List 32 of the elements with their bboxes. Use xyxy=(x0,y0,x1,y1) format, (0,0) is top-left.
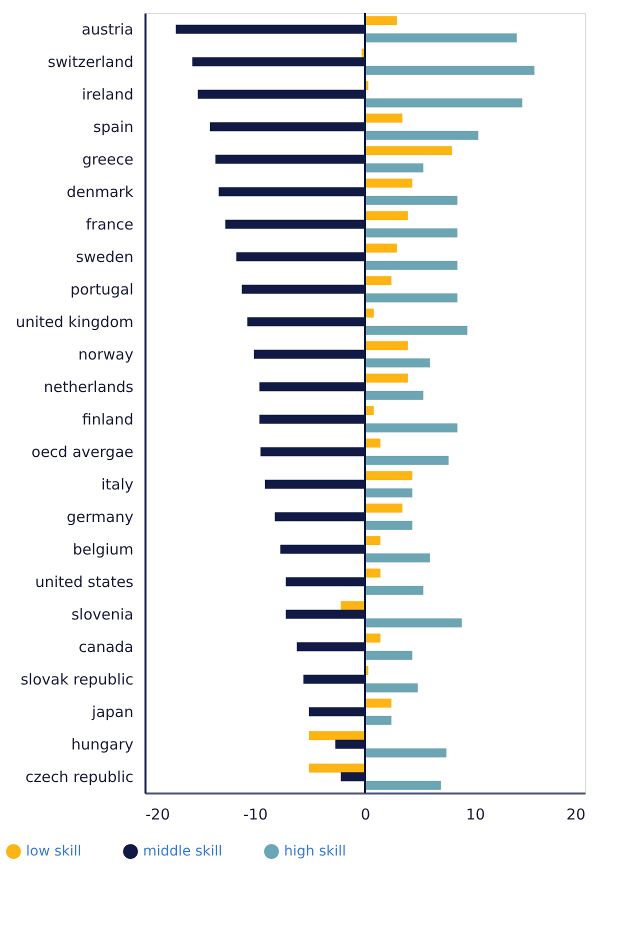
y-tick-label: slovenia xyxy=(71,605,134,624)
y-tick-label: switzerland xyxy=(48,52,134,71)
y-tick-label: austria xyxy=(82,20,134,38)
y-tick-label: portugal xyxy=(70,280,134,298)
y-tick-label: finland xyxy=(82,410,134,428)
y-tick-label: united kingdom xyxy=(16,312,134,331)
y-tick-label: united states xyxy=(35,572,134,591)
y-tick-label: denmark xyxy=(66,182,134,201)
x-tick-label: -10 xyxy=(243,806,268,824)
y-tick-label: spain xyxy=(93,118,134,136)
legend-label: middle skill xyxy=(143,844,222,860)
legend-label: low skill xyxy=(26,844,82,860)
y-tick-label: belgium xyxy=(72,540,134,558)
y-tick-label: sweden xyxy=(76,248,134,266)
x-tick-label: 10 xyxy=(466,806,486,824)
y-tick-label: norway xyxy=(78,345,134,364)
y-tick-label: czech republic xyxy=(25,768,134,786)
y-tick-label: netherlands xyxy=(44,378,134,396)
y-tick-label: hungary xyxy=(71,735,134,754)
y-tick-label: ireland xyxy=(82,85,134,104)
y-tick-label: japan xyxy=(90,702,134,721)
y-tick-label: slovak republic xyxy=(20,670,134,688)
y-tick-label: germany xyxy=(66,508,134,526)
x-tick-label: 20 xyxy=(566,806,586,824)
x-tick-label: 0 xyxy=(360,806,370,824)
y-tick-label: france xyxy=(86,215,134,234)
y-tick-label: greece xyxy=(82,150,134,168)
x-tick-label: -20 xyxy=(146,806,170,824)
y-tick-label: oecd avergae xyxy=(31,442,134,461)
y-tick-label: italy xyxy=(101,475,134,494)
y-tick-label: canada xyxy=(78,638,134,656)
legend-label: high skill xyxy=(284,844,346,860)
